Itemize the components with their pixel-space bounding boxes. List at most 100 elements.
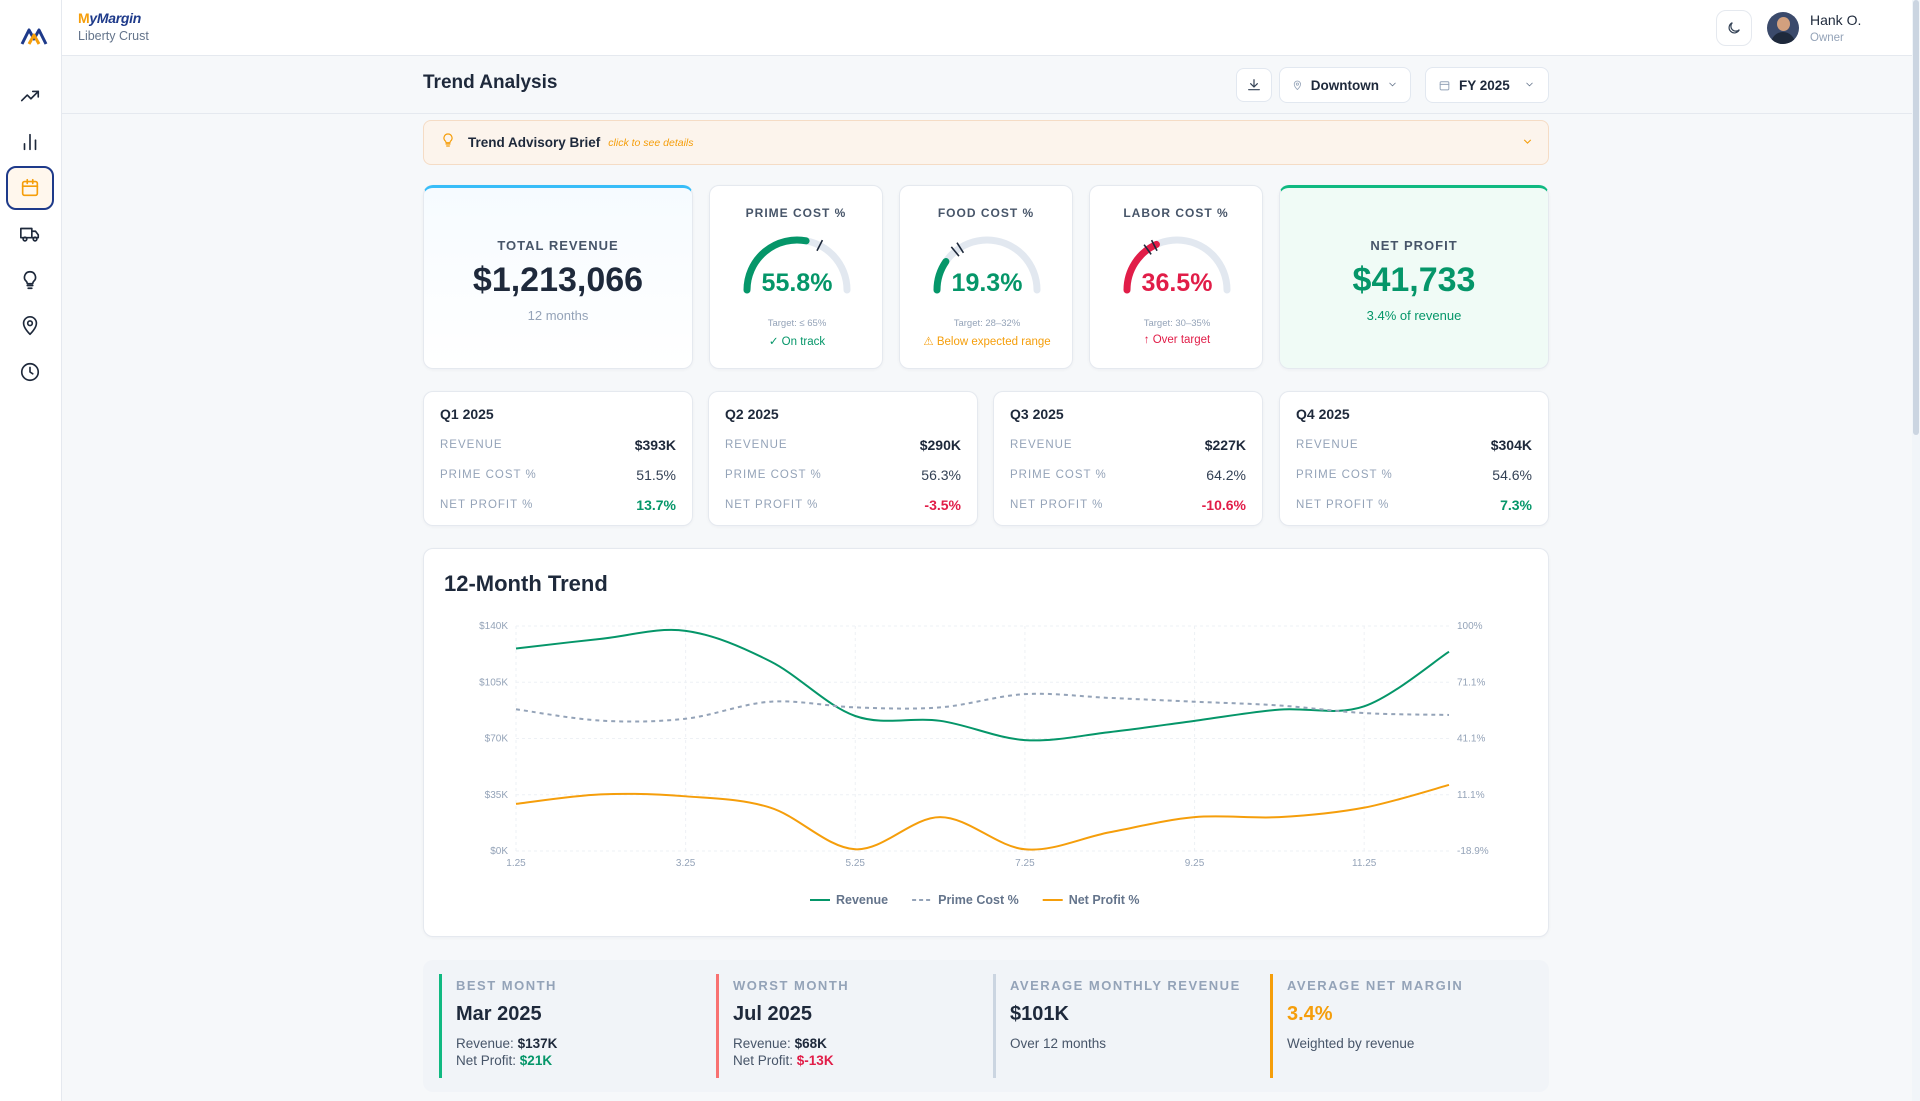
y-right-tick-label: 11.1% (1457, 790, 1485, 801)
summary-description: Weighted by revenue (1287, 1036, 1415, 1051)
app-logo-icon[interactable] (20, 24, 48, 48)
trend-chart-card: 12-Month Trend $0K -18.9% $35K 11.1% $70K 41.… (423, 548, 1549, 937)
moon-icon (1728, 22, 1740, 34)
scrollbar-track[interactable] (1912, 0, 1920, 1101)
chart-title: 12-Month Trend (444, 571, 608, 596)
legend-label: Net Profit % (1069, 893, 1140, 907)
net-profit-label: NET PROFIT % (725, 499, 819, 511)
legend-item[interactable]: Revenue (810, 893, 888, 907)
kpi-target: Target: ≤ 65% (767, 318, 827, 329)
x-tick-label: 5.25 (846, 858, 866, 869)
gauge-fill (1123, 240, 1160, 294)
period-select-value: FY 2025 (1459, 77, 1510, 93)
nav-lightbulb-icon[interactable] (6, 258, 54, 302)
legend-item[interactable]: Net Profit % (1042, 893, 1140, 907)
location-select-value: Downtown (1310, 77, 1379, 93)
quarter-net-profit: -10.6% (1201, 497, 1246, 513)
quarter-revenue: $304K (1490, 437, 1532, 453)
avatar[interactable] (1767, 12, 1799, 44)
quarter-revenue: $290K (919, 437, 961, 453)
summary-label: AVERAGE MONTHLY REVENUE (1010, 978, 1241, 993)
brand[interactable]: MyMargin Liberty Crust (78, 10, 149, 43)
gauge-target-tick (816, 239, 824, 252)
nav-clock-icon[interactable] (6, 350, 54, 394)
trend-chart: $0K -18.9% $35K 11.1% $70K 41.1% $105K 71.1% $14… (479, 621, 1489, 907)
kpi-label: PRIME COST % (745, 206, 847, 220)
x-tick-label: 11.25 (1352, 858, 1377, 869)
trend-advisory-brief[interactable]: Trend Advisory Brief click to see detail… (423, 120, 1549, 165)
nav-truck-icon[interactable] (6, 212, 54, 256)
prime-cost-label: PRIME COST % (725, 469, 822, 481)
kpi-label: FOOD COST % (937, 206, 1035, 220)
quarter-title: Q4 2025 (1296, 406, 1350, 422)
average-net-margin-summary: AVERAGE NET MARGIN 3.4% Weighted by reve… (1270, 974, 1530, 1078)
download-button[interactable] (1236, 68, 1272, 102)
gauge-target-tick (950, 246, 960, 257)
food-cost-gauge (933, 236, 1041, 294)
nav-trend-icon[interactable] (6, 74, 54, 118)
x-tick-label: 1.25 (506, 858, 526, 869)
x-tick-label: 3.25 (676, 858, 696, 869)
y-left-tick-label: $35K (485, 790, 509, 801)
quarter-card: Q3 2025 REVENUE $227K PRIME COST % 64.2% N… (993, 391, 1263, 526)
lightbulb-icon (443, 133, 453, 147)
chevron-down-icon (1523, 139, 1532, 144)
kpi-value: 19.3% (951, 269, 1023, 297)
legend-item[interactable]: Prime Cost % (912, 893, 1019, 907)
quarter-net-profit: 13.7% (636, 497, 676, 513)
series-line-prime-cost[interactable] (515, 692, 1450, 723)
summary-value: $101K (1010, 1003, 1069, 1025)
nav-bar-chart-icon[interactable] (6, 120, 54, 164)
y-left-tick-label: $0K (490, 846, 508, 857)
summary-net-profit: Net Profit: $21K (456, 1053, 553, 1068)
total-revenue-card: TOTAL REVENUE $1,213,066 12 months (423, 185, 693, 369)
net-profit-label: NET PROFIT % (1296, 499, 1390, 511)
revenue-label: REVENUE (1010, 439, 1073, 451)
download-icon (1248, 79, 1260, 91)
labor-cost-gauge (1123, 236, 1231, 294)
period-select[interactable]: FY 2025 (1425, 67, 1549, 103)
location-select[interactable]: Downtown (1279, 67, 1411, 103)
best-month-summary: BEST MONTH Mar 2025 Revenue: $137K Net P… (439, 974, 699, 1078)
kpi-status: ⚠ Below expected range (923, 336, 1051, 348)
quarter-title: Q2 2025 (725, 406, 779, 422)
kpi-label: NET PROFIT (1370, 238, 1458, 253)
nav-map-pin-icon[interactable] (6, 304, 54, 348)
quarter-revenue: $227K (1204, 437, 1246, 453)
revenue-label: REVENUE (440, 439, 503, 451)
legend-label: Prime Cost % (938, 893, 1019, 907)
labor-cost-card: LABOR COST % 36.5% Target: 30–35% ↑ Over… (1089, 185, 1263, 369)
quarter-net-profit: -3.5% (924, 497, 961, 513)
quarter-card: Q1 2025 REVENUE $393K PRIME COST % 51.5% N… (423, 391, 693, 526)
kpi-status: ↑ Over target (1143, 334, 1211, 346)
y-right-tick-label: -18.9% (1457, 846, 1489, 857)
nav-calendar-icon[interactable] (6, 166, 54, 210)
food-cost-card: FOOD COST % 19.3% Target: 28–32% ⚠ Below… (899, 185, 1073, 369)
kpi-label: TOTAL REVENUE (497, 238, 619, 253)
series-line-revenue[interactable] (515, 628, 1450, 742)
gauge-fill (933, 258, 950, 294)
brand-name: MyMargin (78, 10, 141, 26)
summary-value: Jul 2025 (733, 1003, 812, 1025)
scrollbar-thumb[interactable] (1913, 0, 1919, 435)
chevron-down-icon (1389, 82, 1396, 86)
kpi-label: LABOR COST % (1123, 206, 1229, 220)
theme-toggle-button[interactable] (1716, 10, 1752, 46)
average-monthly-revenue-summary: AVERAGE MONTHLY REVENUE $101K Over 12 mo… (993, 974, 1253, 1078)
kpi-status: ✓ On track (768, 336, 826, 348)
kpi-sub: 12 months (527, 308, 589, 323)
revenue-label: REVENUE (725, 439, 788, 451)
net-profit-label: NET PROFIT % (440, 499, 534, 511)
header-divider (62, 113, 1912, 114)
x-tick-label: 7.25 (1015, 858, 1035, 869)
user-name[interactable]: Hank O. (1810, 12, 1862, 28)
summary-net-profit: Net Profit: $-13K (733, 1053, 834, 1068)
quarter-prime-cost: 64.2% (1206, 467, 1246, 483)
kpi-target: Target: 28–32% (953, 318, 1021, 329)
advisory-hint: click to see details (608, 136, 694, 149)
y-left-tick-label: $70K (485, 734, 509, 745)
series-line-net-profit[interactable] (515, 783, 1450, 851)
summary-value: Mar 2025 (456, 1003, 542, 1025)
summary-revenue: Revenue: $68K (733, 1036, 827, 1051)
kpi-value: 55.8% (761, 269, 833, 297)
